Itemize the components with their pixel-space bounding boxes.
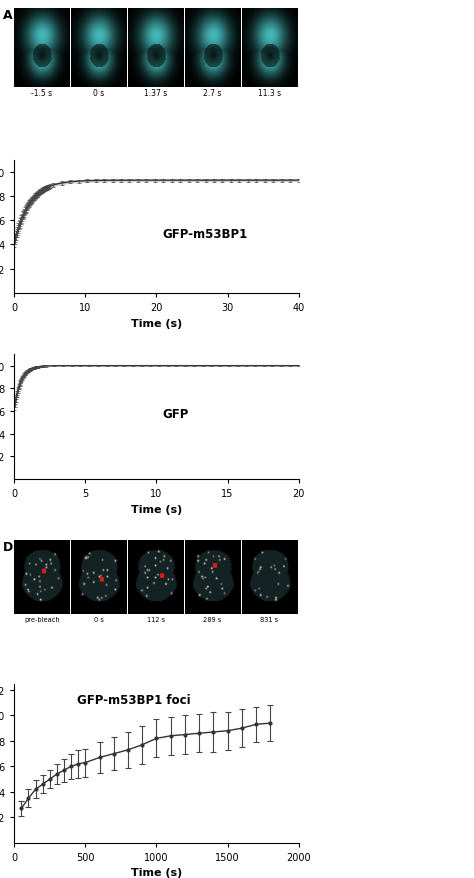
Text: A: A [3, 9, 12, 22]
Text: -1.5 s: -1.5 s [31, 90, 52, 98]
Text: pre-bleach: pre-bleach [24, 616, 60, 623]
Text: 11.3 s: 11.3 s [258, 90, 281, 98]
Text: GFP: GFP [162, 407, 189, 421]
Text: 112 s: 112 s [146, 616, 164, 623]
Text: D: D [3, 541, 13, 554]
X-axis label: Time (s): Time (s) [131, 867, 182, 877]
Text: 1.37 s: 1.37 s [144, 90, 167, 98]
Text: 2.7 s: 2.7 s [203, 90, 222, 98]
Text: 289 s: 289 s [203, 616, 221, 623]
Text: 0 s: 0 s [93, 90, 104, 98]
Text: GFP-m53BP1 foci: GFP-m53BP1 foci [77, 693, 191, 706]
Text: 831 s: 831 s [260, 616, 278, 623]
Text: 0 s: 0 s [94, 616, 104, 623]
X-axis label: Time (s): Time (s) [131, 504, 182, 515]
Text: GFP-m53BP1: GFP-m53BP1 [162, 227, 247, 241]
X-axis label: Time (s): Time (s) [131, 318, 182, 328]
